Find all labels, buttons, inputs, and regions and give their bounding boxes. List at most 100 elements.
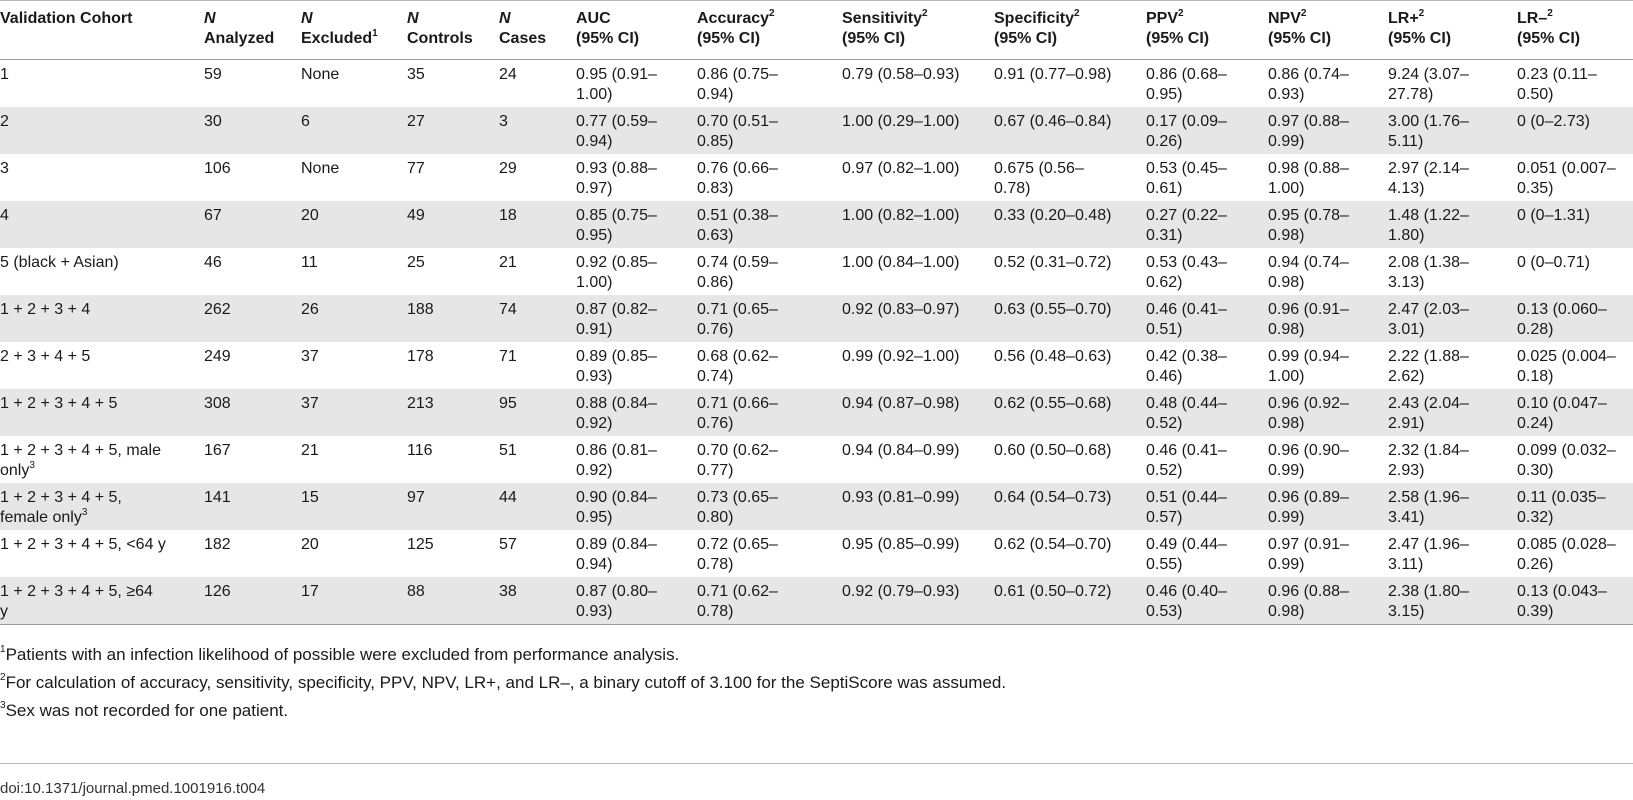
excluded-cell: 20 (301, 201, 407, 248)
controls-cell: 213 (407, 389, 499, 436)
lrp-value: 2.22 (1.88– (1388, 348, 1469, 365)
cohort-label: 2 + 3 + 4 + 5 (0, 348, 91, 365)
lrn-value-line2: 0.28) (1517, 321, 1554, 338)
cohort-cell: 1 + 2 + 3 + 4 + 5 (0, 389, 204, 436)
header-footnote-mark: 2 (922, 7, 928, 19)
cases-cell: 24 (499, 60, 576, 108)
lrp-cell: 2.58 (1.96– 3.41) (1388, 483, 1517, 530)
cases-value: 57 (499, 536, 517, 553)
sensitivity-value: 1.00 (0.84–1.00) (842, 254, 960, 271)
ppv-cell: 0.86 (0.68– 0.95) (1146, 60, 1268, 108)
cases-value: 51 (499, 442, 517, 459)
cohort-label: 1 + 2 + 3 + 4 (0, 301, 91, 318)
table-row: 1 + 2 + 3 + 4 + 5, female only3 141 15 97 44 0… (0, 483, 1633, 530)
accuracy-value-line2: 0.85) (697, 133, 734, 150)
auc-value-line2: 1.00) (576, 86, 613, 103)
controls-cell: 25 (407, 248, 499, 295)
specificity-value: 0.60 (0.50–0.68) (994, 442, 1112, 459)
auc-value-line2: 0.95) (576, 509, 613, 526)
controls-value: 178 (407, 348, 434, 365)
controls-cell: 35 (407, 60, 499, 108)
header-label: LR– (1517, 10, 1548, 27)
accuracy-value-line2: 0.63) (697, 227, 734, 244)
header-footnote-mark: 2 (1418, 7, 1425, 19)
npv-cell: 0.96 (0.90– 0.99) (1268, 436, 1388, 483)
auc-value: 0.90 (0.84– (576, 489, 657, 506)
auc-cell: 0.89 (0.85– 0.93) (576, 342, 697, 389)
controls-cell: 125 (407, 530, 499, 577)
cohort-cell: 4 (0, 201, 204, 248)
sensitivity-cell: 0.92 (0.83–0.97) (842, 295, 994, 342)
lrp-value-line2: 3.41) (1388, 509, 1425, 526)
npv-cell: 0.99 (0.94– 1.00) (1268, 342, 1388, 389)
accuracy-cell: 0.70 (0.62– 0.77) (697, 436, 842, 483)
cases-cell: 57 (499, 530, 576, 577)
npv-cell: 0.96 (0.92– 0.98) (1268, 389, 1388, 436)
cohort-cell: 2 (0, 107, 204, 154)
controls-value: 49 (407, 207, 425, 224)
analyzed-value: 59 (204, 66, 222, 83)
lrp-value: 2.58 (1.96– (1388, 489, 1469, 506)
ppv-value-line2: 0.62) (1146, 274, 1183, 291)
cases-cell: 74 (499, 295, 576, 342)
specificity-cell: 0.62 (0.55–0.68) (994, 389, 1146, 436)
lrp-cell: 9.24 (3.07– 27.78) (1388, 60, 1517, 108)
excluded-cell: 11 (301, 248, 407, 295)
cohort-label: 1 (0, 66, 9, 83)
accuracy-value-line2: 0.86) (697, 274, 734, 291)
analyzed-cell: 46 (204, 248, 301, 295)
sensitivity-value: 0.92 (0.79–0.93) (842, 583, 960, 600)
cases-cell: 18 (499, 201, 576, 248)
header-label: PPV (1146, 10, 1179, 27)
table-row: 1 + 2 + 3 + 4 + 5, male only3 167 21 116 51 0.… (0, 436, 1633, 483)
sensitivity-value: 0.99 (0.92–1.00) (842, 348, 960, 365)
cohort-cell: 1 + 2 + 3 + 4 + 5, <64 y (0, 530, 204, 577)
ppv-cell: 0.48 (0.44– 0.52) (1146, 389, 1268, 436)
excluded-value: 15 (301, 489, 319, 506)
header-label-line2: (95% CI) (1388, 30, 1452, 47)
lrp-cell: 2.08 (1.38– 3.13) (1388, 248, 1517, 295)
table-row: 1 + 2 + 3 + 4 + 5, <64 y 182 20 125 57 0.89 (… (0, 530, 1633, 577)
accuracy-value-line2: 0.78) (697, 556, 734, 573)
analyzed-cell: 182 (204, 530, 301, 577)
footnote: 1Patients with an infection likelihood o… (0, 641, 1633, 669)
excluded-cell: 37 (301, 389, 407, 436)
ppv-value: 0.53 (0.43– (1146, 254, 1227, 271)
footnotes: 1Patients with an infection likelihood o… (0, 641, 1633, 725)
sensitivity-cell: 0.92 (0.79–0.93) (842, 577, 994, 625)
accuracy-cell: 0.76 (0.66– 0.83) (697, 154, 842, 201)
lrn-value: 0 (0–2.73) (1517, 113, 1590, 130)
lrn-value: 0.23 (0.11– (1517, 66, 1597, 83)
lrp-cell: 2.47 (1.96– 3.11) (1388, 530, 1517, 577)
cohort-label: 3 (0, 160, 9, 177)
cases-value: 44 (499, 489, 517, 506)
excluded-cell: 20 (301, 530, 407, 577)
npv-cell: 0.94 (0.74– 0.98) (1268, 248, 1388, 295)
ppv-value: 0.48 (0.44– (1146, 395, 1227, 412)
analyzed-value: 262 (204, 301, 231, 318)
header-cell: NPV2 (95% CI) (1268, 0, 1388, 60)
lrp-value: 2.47 (2.03– (1388, 301, 1469, 318)
analyzed-cell: 141 (204, 483, 301, 530)
auc-cell: 0.86 (0.81– 0.92) (576, 436, 697, 483)
cases-value: 18 (499, 207, 517, 224)
npv-value-line2: 0.99) (1268, 509, 1305, 526)
ppv-value: 0.51 (0.44– (1146, 489, 1227, 506)
cohort-cell: 3 (0, 154, 204, 201)
ppv-cell: 0.17 (0.09– 0.26) (1146, 107, 1268, 154)
doi-line: doi:10.1371/journal.pmed.1001916.t004 (0, 763, 1633, 797)
lrp-value: 3.00 (1.76– (1388, 113, 1469, 130)
lrp-value: 2.43 (2.04– (1388, 395, 1469, 412)
header-cell: Accuracy2 (95% CI) (697, 0, 842, 60)
accuracy-cell: 0.51 (0.38– 0.63) (697, 201, 842, 248)
accuracy-value-line2: 0.77) (697, 462, 734, 479)
npv-value: 0.94 (0.74– (1268, 254, 1349, 271)
accuracy-value: 0.73 (0.65– (697, 489, 778, 506)
specificity-value: 0.67 (0.46–0.84) (994, 113, 1112, 130)
ppv-value-line2: 0.52) (1146, 462, 1183, 479)
cohort-label-line2: only (0, 462, 30, 479)
specificity-value: 0.91 (0.77–0.98) (994, 66, 1112, 83)
footnote-text: Patients with an infection likelihood of… (5, 645, 680, 664)
cases-value: 24 (499, 66, 517, 83)
controls-cell: 77 (407, 154, 499, 201)
